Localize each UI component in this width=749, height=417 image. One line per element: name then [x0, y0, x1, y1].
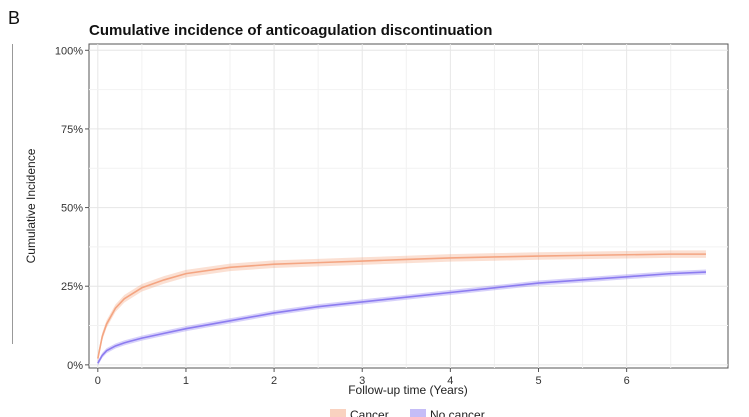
x-tick-label: 2 [271, 375, 277, 387]
y-tick-label: 25% [61, 281, 83, 293]
x-axis: 0 1 2 3 4 5 6 [95, 368, 630, 387]
x-tick-label: 4 [447, 375, 453, 387]
chart-title: Cumulative incidence of anticoagulation … [89, 22, 493, 39]
series-lines [97, 253, 707, 364]
plot-background [88, 43, 729, 369]
y-tick-label: 0% [67, 360, 83, 372]
panel-label: B [8, 8, 21, 28]
legend: Cancer No cancer [330, 408, 485, 417]
x-axis-label: Follow-up time (Years) [348, 383, 468, 397]
x-tick-label: 1 [183, 375, 189, 387]
y-axis: 0% 25% 50% 75% 100% [55, 45, 89, 372]
x-tick-label: 3 [359, 375, 365, 387]
panel-divider [12, 44, 13, 344]
series-line-1 [97, 253, 706, 359]
x-tick-label: 6 [624, 375, 630, 387]
legend-swatch-1 [330, 409, 346, 417]
x-tick-label: 5 [535, 375, 541, 387]
y-tick-label: 50% [61, 203, 83, 215]
y-tick-label: 100% [55, 45, 83, 57]
x-tick-label: 0 [95, 375, 101, 387]
legend-label-2: No cancer [430, 408, 485, 417]
legend-label-1: Cancer [350, 408, 389, 417]
y-axis-label: Cumulative Incidence [24, 148, 38, 263]
legend-swatch-2 [410, 409, 426, 417]
y-tick-label: 75% [61, 124, 83, 136]
series-line-2 [97, 271, 707, 364]
grid-lines [89, 44, 728, 368]
